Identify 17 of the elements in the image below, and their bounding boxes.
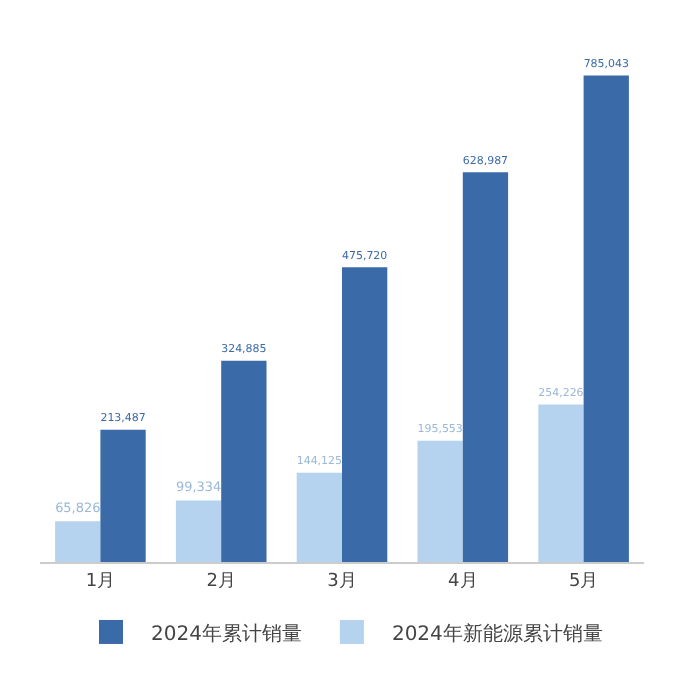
bar	[100, 429, 146, 562]
bar	[221, 360, 267, 562]
bar	[175, 500, 222, 562]
bar	[417, 440, 463, 562]
x-tick-label: 2月	[206, 571, 236, 592]
legend-label: 2024年累计销量	[151, 621, 302, 646]
x-tick-label: 5月	[568, 571, 599, 592]
bar	[296, 472, 342, 562]
bar	[538, 404, 584, 562]
x-tick-label: 4月	[448, 571, 478, 592]
bar	[462, 172, 509, 562]
x-tick-label: 1月	[85, 571, 116, 592]
x-tick-label: 3月	[327, 571, 357, 592]
bar	[342, 267, 388, 562]
bar	[583, 75, 629, 562]
legend-label: 2024年新能源累计销量	[391, 621, 603, 646]
bar	[55, 521, 101, 562]
